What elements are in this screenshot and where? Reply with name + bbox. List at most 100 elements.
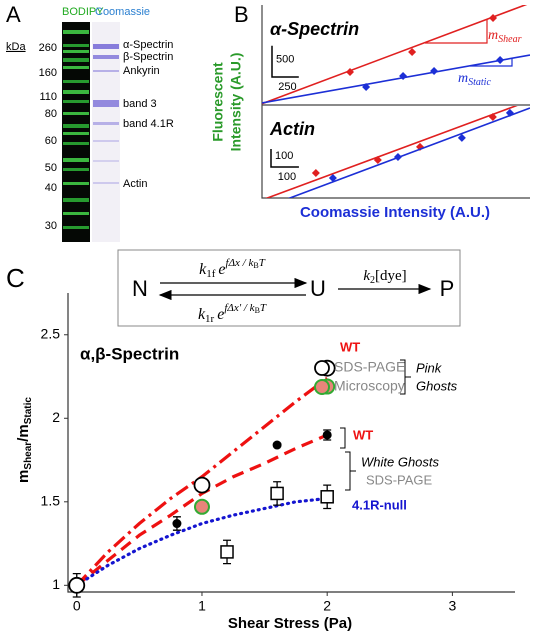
data-point	[195, 500, 209, 514]
gel-band	[63, 226, 89, 229]
band-label: Ankyrin	[123, 65, 160, 77]
scale-label: 500	[276, 53, 294, 65]
marker-label: 60	[45, 135, 57, 147]
bracket	[345, 452, 356, 490]
rate-label-part: [dye]	[375, 268, 407, 284]
legend-marker	[315, 380, 329, 394]
annotation: Ghosts	[416, 378, 458, 393]
gel-band	[63, 158, 89, 162]
scale-label: 100	[278, 171, 296, 183]
x-axis-label: Coomassie Intensity (A.U.)	[300, 204, 490, 221]
annotation: WT	[353, 427, 373, 442]
gel-band	[63, 124, 89, 128]
fit-line	[262, 101, 530, 200]
gel-band	[63, 90, 89, 94]
data-point	[323, 430, 332, 439]
data-point	[312, 169, 320, 177]
data-point	[273, 441, 282, 450]
chart-title: α,β-Spectrin	[80, 344, 179, 363]
band-label: α-Spectrin	[123, 39, 173, 51]
annotation: WT	[340, 339, 360, 354]
rate-label-part: T	[260, 302, 267, 314]
gel-band	[63, 142, 89, 145]
gel-band	[63, 58, 89, 62]
data-point	[321, 491, 333, 503]
gel-band	[93, 122, 119, 125]
slope-label: mShear	[488, 28, 522, 45]
scheme-box	[118, 250, 460, 326]
figure: ABCBODIPYCoomassiekDa2601601108060504030…	[0, 0, 539, 634]
x-tick-label: 1	[198, 598, 206, 614]
marker-label: 30	[45, 220, 57, 232]
slope-label: mStatic	[458, 71, 491, 88]
gel-band	[93, 55, 119, 59]
rate-label-part: e	[218, 261, 225, 278]
gel-band	[93, 100, 119, 107]
x-tick-label: 3	[448, 598, 456, 614]
data-point	[394, 153, 402, 161]
x-tick-label: 0	[73, 598, 81, 614]
scale-label: 250	[278, 81, 296, 93]
data-point	[271, 487, 283, 499]
y-axis-label-part: Shear	[23, 442, 34, 470]
lane-label: Coomassie	[95, 6, 150, 18]
gel-band	[63, 168, 89, 171]
gel-band	[63, 66, 89, 69]
annotation: 4.1R-null	[352, 497, 407, 512]
marker-label: 110	[39, 91, 57, 103]
legend-marker	[315, 361, 329, 375]
gel-band	[63, 112, 89, 115]
unit-label: kDa	[6, 41, 26, 53]
rate-label-part: fΔx′ / k	[224, 302, 255, 314]
y-tick-label: 1.5	[41, 493, 61, 509]
marker-label: 40	[45, 182, 57, 194]
band-label: band 4.1R	[123, 118, 174, 130]
rate-label-part: fΔx / k	[226, 257, 255, 269]
gel-band	[63, 30, 89, 34]
panel-label: C	[6, 263, 25, 293]
slope-label-part: Static	[468, 77, 491, 88]
axis	[68, 293, 515, 592]
gel-band	[63, 132, 89, 135]
marker-label: 260	[39, 42, 57, 54]
bracket	[340, 428, 345, 448]
rate-label-part: 1f	[206, 268, 216, 280]
chart-title: α-Spectrin	[270, 19, 359, 39]
gel-band	[63, 50, 89, 53]
data-point	[69, 578, 84, 593]
band-label: β-Spectrin	[123, 51, 173, 63]
data-point	[496, 56, 504, 64]
gel-band	[63, 182, 89, 185]
panel-label: A	[6, 2, 21, 27]
annotation: White Ghosts	[361, 454, 440, 469]
y-axis-label-part: m	[15, 424, 32, 437]
gel-band	[93, 160, 119, 162]
rate-label: k2[dye]	[363, 268, 406, 286]
band-label: Actin	[123, 178, 147, 190]
marker-label: 160	[39, 67, 57, 79]
gel-band	[63, 198, 89, 202]
y-axis-label-part: Static	[23, 397, 34, 425]
gel-band	[93, 140, 119, 142]
gel-band	[93, 70, 119, 72]
rate-label-part: T	[259, 257, 266, 269]
slope-label-part: m	[458, 71, 468, 86]
annotation: Microscopy	[334, 378, 405, 394]
data-point	[430, 67, 438, 75]
slope-label-part: m	[488, 28, 498, 43]
y-axis-label: Intensity (A.U.)	[228, 53, 244, 152]
rate-label-part: e	[217, 306, 224, 323]
slope-label-part: Shear	[498, 34, 521, 45]
data-point	[221, 546, 233, 558]
y-axis-label-part: m	[15, 470, 32, 483]
state-label: P	[440, 276, 455, 301]
plot-area	[262, 101, 530, 209]
chart-title: Actin	[269, 119, 315, 139]
data-point	[172, 519, 181, 528]
y-tick-label: 1	[52, 576, 60, 592]
annotation: SDS-PAGE	[334, 359, 405, 375]
marker-label: 50	[45, 162, 57, 174]
band-label: band 3	[123, 98, 157, 110]
panel-label: B	[234, 2, 249, 27]
y-axis-label: mShear/mStatic	[15, 397, 34, 483]
